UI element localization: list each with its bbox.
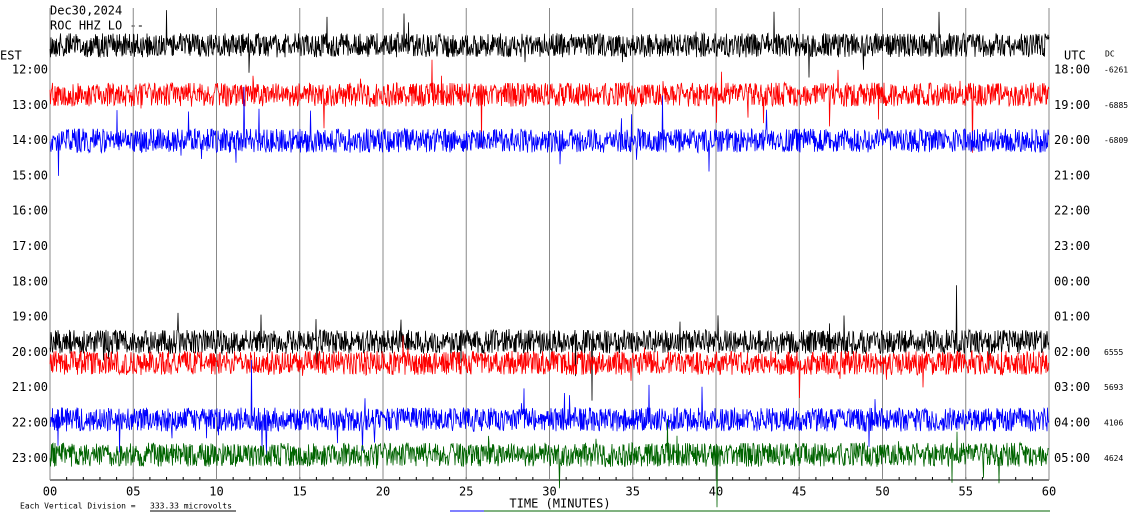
trace: [49, 335, 1050, 399]
dc-value: -6809: [1104, 136, 1128, 145]
dc-value: -6885: [1104, 101, 1128, 110]
x-tick-label: 20: [376, 485, 390, 499]
trace: [49, 86, 1050, 176]
est-tick-label: 19:00: [12, 310, 48, 324]
utc-tick-label: 20:00: [1054, 133, 1090, 147]
x-tick-label: 30: [542, 485, 556, 499]
utc-tick-label: 05:00: [1054, 451, 1090, 465]
station-title: ROC HHZ LO --: [50, 19, 144, 33]
date: Dec30,2024: [50, 4, 122, 18]
utc-tick-label: 21:00: [1054, 168, 1090, 182]
x-tick-label: 45: [792, 485, 806, 499]
x-axis-label: TIME (MINUTES): [509, 497, 610, 511]
scale-note: Each Vertical Division =: [20, 502, 136, 511]
x-tick-label: 50: [875, 485, 889, 499]
est-tick-label: 23:00: [12, 451, 48, 465]
est-tick-label: 18:00: [12, 274, 48, 288]
est-label: EST: [0, 49, 22, 63]
x-tick-label: 60: [1042, 485, 1056, 499]
utc-tick-label: 00:00: [1054, 274, 1090, 288]
est-tick-label: 21:00: [12, 380, 48, 394]
x-tick-label: 55: [959, 485, 973, 499]
dc-value: 6555: [1104, 348, 1123, 357]
x-tick-label: 10: [209, 485, 223, 499]
trace: [49, 359, 1050, 455]
utc-tick-label: 23:00: [1054, 239, 1090, 253]
utc-tick-label: 03:00: [1054, 380, 1090, 394]
utc-tick-label: 22:00: [1054, 204, 1090, 218]
trace: [49, 10, 1050, 78]
trace: [49, 59, 1050, 153]
est-tick-label: 22:00: [12, 416, 48, 430]
utc-tick-label: 19:00: [1054, 98, 1090, 112]
x-tick-label: 00: [43, 485, 57, 499]
dc-value: -6261: [1104, 66, 1128, 75]
est-tick-label: 14:00: [12, 133, 48, 147]
x-tick-label: 05: [126, 485, 140, 499]
est-tick-label: 20:00: [12, 345, 48, 359]
trace: [49, 419, 1050, 508]
est-tick-label: 12:00: [12, 63, 48, 77]
utc-tick-label: 04:00: [1054, 416, 1090, 430]
est-tick-label: 13:00: [12, 98, 48, 112]
utc-tick-label: 18:00: [1054, 63, 1090, 77]
dc-label: DC: [1105, 50, 1115, 59]
dc-value: 5693: [1104, 383, 1123, 392]
est-tick-label: 15:00: [12, 168, 48, 182]
x-tick-label: 25: [459, 485, 473, 499]
x-tick-label: 40: [709, 485, 723, 499]
est-tick-label: 17:00: [12, 239, 48, 253]
dc-value: 4624: [1104, 454, 1123, 463]
scale-value: 333.33 microvolts: [150, 502, 232, 511]
x-tick-label: 15: [293, 485, 307, 499]
utc-tick-label: 01:00: [1054, 310, 1090, 324]
x-tick-label: 35: [626, 485, 640, 499]
utc-tick-label: 02:00: [1054, 345, 1090, 359]
trace: [49, 285, 1050, 401]
est-tick-label: 16:00: [12, 204, 48, 218]
utc-label: UTC: [1064, 49, 1086, 63]
dc-value: 4106: [1104, 419, 1123, 428]
